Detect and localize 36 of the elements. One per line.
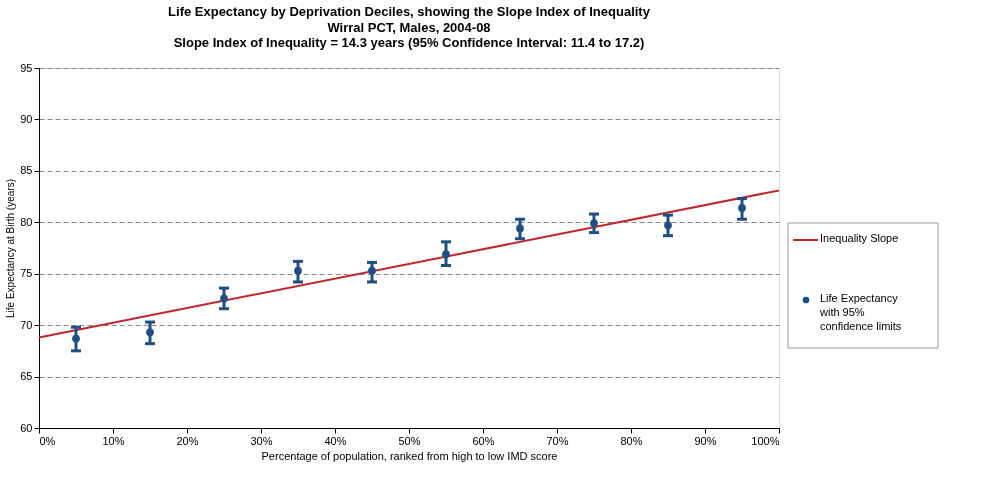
- x-tick-label: 20%: [176, 434, 199, 447]
- x-tick-label: 0%: [39, 434, 56, 447]
- point: [72, 334, 80, 343]
- y-tick-label: 60: [20, 421, 33, 434]
- legend-label: Inequality Slope: [820, 232, 899, 244]
- point: [368, 266, 376, 275]
- legend-label: Life Expectancy with 95% confidence limits: [819, 292, 902, 332]
- x-tick-label: 80%: [620, 434, 643, 447]
- point: [442, 250, 450, 259]
- x-tick-label: 50%: [398, 434, 421, 447]
- text: Wirral PCT, Males, 2004-08: [327, 20, 491, 35]
- x-tick-label: 70%: [546, 434, 569, 447]
- x-tick-label: 40%: [324, 434, 347, 447]
- y-axis-title: Life Expectancy at Birth (years): [5, 179, 17, 318]
- x-tick-label: 90%: [694, 434, 717, 447]
- x-tick-label: 60%: [472, 434, 495, 447]
- x-tick-label: 100%: [751, 434, 780, 447]
- y-tick-label: 80: [20, 215, 33, 228]
- point: [738, 204, 746, 212]
- x-tick-label: 10%: [102, 434, 125, 447]
- y-tick-label: 65: [20, 370, 33, 383]
- point: [220, 294, 228, 303]
- y-tick-label: 90: [20, 112, 33, 125]
- y-tick-label: 70: [20, 318, 33, 331]
- point: [590, 219, 598, 228]
- point: [294, 266, 302, 275]
- point: [664, 221, 672, 230]
- text: Slope Index of Inequality = 14.3 years (95% Confidence Interval: 11.4 to 17.2): [173, 35, 645, 50]
- x-axis-title: Percentage of population, ranked from high to low IMD score: [261, 449, 558, 462]
- x-tick-label: 30%: [250, 434, 273, 447]
- y-tick-label: 95: [20, 61, 33, 74]
- y-tick-label: 85: [20, 164, 33, 177]
- y-tick-label: 75: [20, 267, 33, 280]
- point: [516, 224, 524, 233]
- chart-title: Life Expectancy by Deprivation Deciles, showing the Slope Index of Inequality: [168, 4, 651, 19]
- point: [146, 328, 154, 337]
